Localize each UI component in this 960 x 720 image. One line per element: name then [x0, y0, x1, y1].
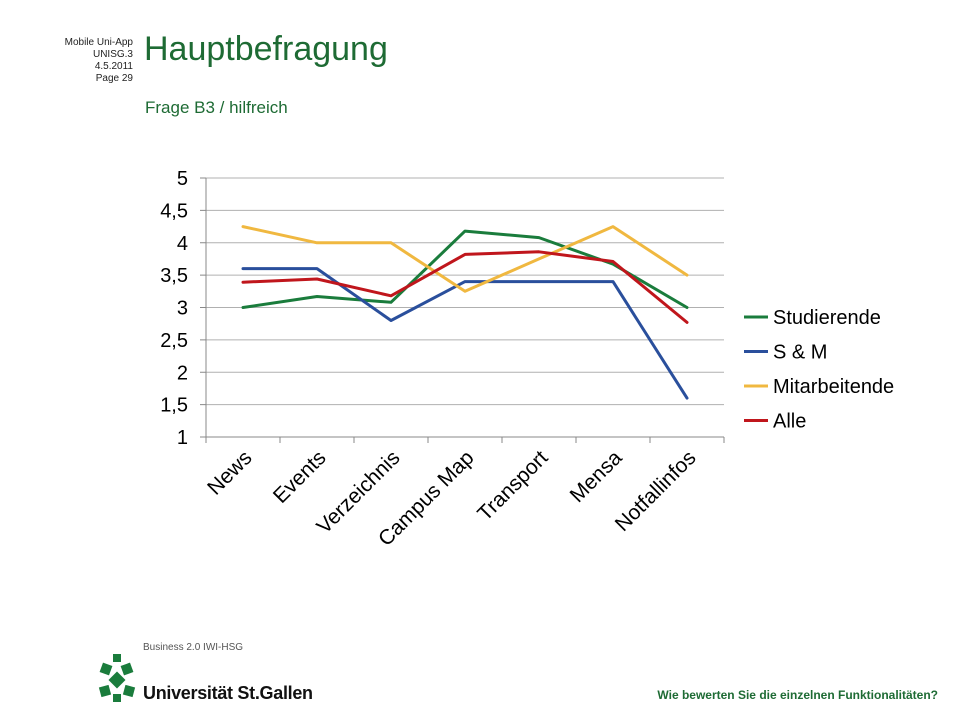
y-tick-label: 2	[177, 362, 188, 384]
y-tick-label: 4	[177, 233, 188, 255]
logo-university-name: Universität St.Gallen	[143, 683, 313, 703]
university-logo: Business 2.0 IWI-HSG Universität St.Gall…	[97, 638, 313, 708]
page-title: Hauptbefragung	[144, 30, 388, 68]
x-tick-label: Mensa	[566, 446, 627, 507]
meta-page-number: Page 29	[95, 73, 133, 84]
page-subtitle: Frage B3 / hilfreich	[145, 98, 288, 117]
meta-app-name: Mobile Uni-App	[64, 37, 133, 48]
legend-label: Studierende	[773, 307, 881, 329]
y-tick-label: 5	[177, 168, 188, 190]
x-tick-label: Notfallinfos	[611, 446, 701, 536]
y-tick-label: 2,5	[160, 330, 188, 352]
hsg-emblem-icon	[98, 654, 136, 702]
y-tick-label: 3	[177, 298, 188, 320]
logo-department-text: Business 2.0 IWI-HSG	[143, 642, 244, 653]
legend-label: S & M	[773, 342, 827, 364]
meta-project-code: UNISG.3	[92, 49, 133, 60]
meta-date: 4.5.2011	[94, 61, 133, 72]
legend-label: Mitarbeitende	[773, 376, 894, 398]
y-tick-label: 1	[177, 427, 188, 449]
series-line-alle	[241, 250, 689, 324]
series-line-mitarbeitende	[241, 225, 689, 293]
y-tick-label: 4,5	[160, 200, 188, 222]
x-tick-label: News	[203, 446, 256, 499]
legend-label: Alle	[773, 411, 806, 433]
y-tick-label: 1,5	[160, 395, 188, 417]
slide-meta: Mobile Uni-App UNISG.3 4.5.2011 Page 29	[40, 37, 133, 85]
footer-question: Wie bewerten Sie die einzelnen Funktiona…	[657, 688, 938, 702]
y-tick-label: 3,5	[160, 265, 188, 287]
series-line-s-m	[241, 267, 689, 400]
x-tick-label: Transport	[473, 446, 552, 525]
x-tick-label: Events	[269, 446, 331, 508]
series-line-studierende	[241, 229, 689, 309]
